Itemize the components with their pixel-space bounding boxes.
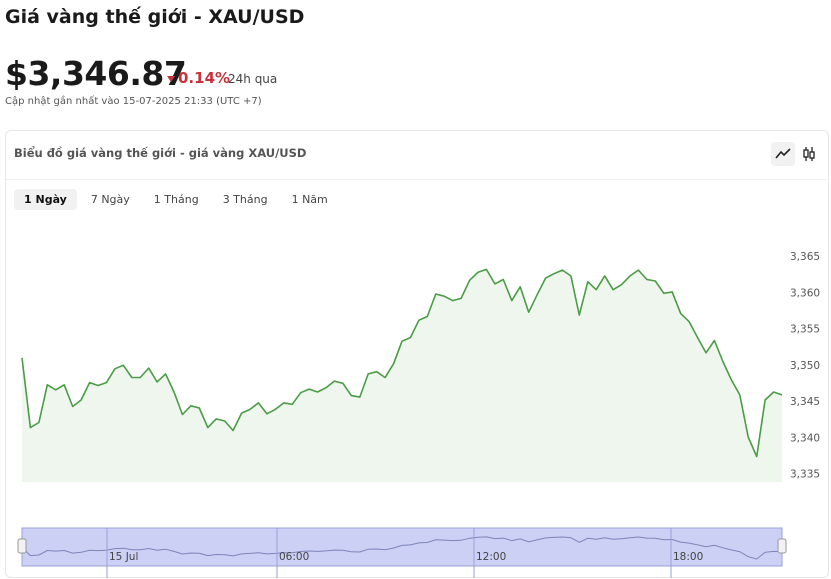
y-tick-label: 3,345 <box>790 396 820 408</box>
range-tab[interactable]: 1 Tháng <box>153 193 199 206</box>
range-tab[interactable]: 1 Ngày <box>14 189 77 210</box>
y-tick-label: 3,350 <box>790 360 820 372</box>
candle-icon <box>803 147 815 161</box>
price: $3,346.87 <box>5 54 187 93</box>
change-period: 24h qua <box>228 72 278 86</box>
change-value: 0.14% <box>178 69 231 87</box>
price-change: 0.14% <box>167 69 230 87</box>
y-tick-label: 3,340 <box>790 432 820 444</box>
page-title: Giá vàng thế giới - XAU/USD <box>5 6 305 28</box>
line-chart-button[interactable] <box>771 142 795 166</box>
card-title: Biểu đồ giá vàng thế giới - giá vàng XAU… <box>14 146 307 160</box>
range-tab[interactable]: 7 Ngày <box>90 193 130 206</box>
area-fill <box>22 269 782 482</box>
y-tick-label: 3,360 <box>790 287 820 299</box>
range-tab[interactable]: 1 Năm <box>291 193 328 206</box>
navigator-label: 06:00 <box>279 551 309 563</box>
down-arrow <box>167 75 175 82</box>
y-tick-label: 3,355 <box>790 324 820 336</box>
price-line <box>21 268 783 458</box>
y-tick-label: 3,365 <box>790 251 820 263</box>
line-icon <box>775 148 791 159</box>
y-tick-label: 3,335 <box>790 469 820 481</box>
candle-chart-button[interactable] <box>797 142 821 166</box>
navigator-label: 18:00 <box>673 551 703 563</box>
chart-card <box>5 130 829 578</box>
range-tabs: 1 Ngày 7 Ngày 1 Tháng 3 Tháng 1 Năm <box>14 189 338 210</box>
separator <box>6 179 826 180</box>
updated-time: Cập nhật gần nhất vào 15-07-2025 21:33 (… <box>5 96 262 107</box>
navigator-handle[interactable] <box>17 538 27 554</box>
navigator-handle[interactable] <box>777 538 787 554</box>
navigator-line <box>21 536 783 560</box>
navigator-label: 12:00 <box>476 551 506 563</box>
range-tab[interactable]: 3 Tháng <box>222 193 268 206</box>
navigator-label: 15 Jul <box>109 551 138 563</box>
